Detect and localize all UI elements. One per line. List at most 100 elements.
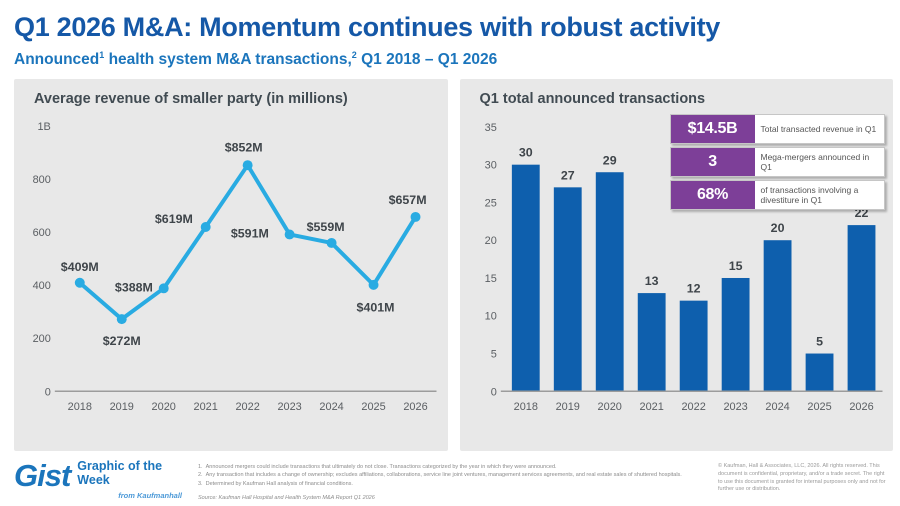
line-chart-xtick: 2023 — [277, 401, 301, 413]
bar-chart-ytick: 35 — [484, 122, 496, 134]
bar-chart-ytick: 15 — [484, 273, 496, 285]
bar-chart-ytick: 25 — [484, 198, 496, 210]
gist-logo: Gist — [14, 457, 71, 493]
line-point — [74, 277, 85, 288]
bar-chart-xtick: 2026 — [849, 401, 873, 413]
bar-chart-xtick: 2018 — [513, 401, 537, 413]
callout-row: 3 Mega-mergers announced in Q1 — [669, 147, 885, 178]
gist-logo-block: Gist Graphic of the Week from Kaufmanhal… — [14, 459, 182, 500]
line-chart-ytick: 800 — [33, 174, 51, 186]
callout-value: 3 — [670, 148, 755, 177]
line-point — [158, 283, 169, 294]
callout-label: Mega-mergers announced in Q1 — [760, 151, 870, 173]
footnote: 2. Any transaction that includes a change… — [198, 471, 702, 479]
gist-brand-sub: from Kaufmanhall — [118, 491, 182, 501]
bar-chart-ytick: 5 — [490, 349, 496, 361]
line-point — [326, 238, 337, 249]
line-point-label: $852M — [225, 140, 263, 154]
line-chart-xtick: 2019 — [110, 401, 134, 413]
bar-chart-ytick: 20 — [484, 235, 496, 247]
bar-value-label: 13 — [644, 274, 658, 288]
line-point-label: $388M — [115, 280, 153, 294]
callout-row: $14.5B Total transacted revenue in Q1 — [669, 114, 885, 145]
callout-boxes: $14.5B Total transacted revenue in Q1 3 Meg… — [669, 114, 885, 213]
callout-value: $14.5B — [670, 115, 755, 144]
bar-chart-title: Q1 total announced transactions — [479, 91, 706, 108]
bar-chart-ytick: 0 — [490, 386, 496, 398]
line-point-label: $619M — [155, 212, 193, 226]
callout-row: 68% of transactions involving a divestitu… — [669, 180, 885, 211]
source-line: Source: Kaufman Hall Hospital and Health… — [198, 494, 375, 501]
callout-label: Total transacted revenue in Q1 — [760, 124, 877, 135]
bar — [847, 225, 875, 392]
line-point-label: $401M — [357, 301, 395, 315]
line-point — [116, 314, 127, 325]
line-chart-xtick: 2022 — [235, 401, 259, 413]
line-chart-xtick: 2026 — [403, 401, 427, 413]
bar-chart-xtick: 2020 — [597, 401, 621, 413]
bar-value-label: 5 — [816, 335, 823, 349]
bar-value-label: 29 — [602, 153, 616, 167]
callout-value: 68% — [670, 181, 755, 210]
line-chart-panel: Average revenue of smaller party (in mil… — [14, 79, 448, 452]
line-chart-title: Average revenue of smaller party (in mil… — [34, 91, 348, 108]
bar — [763, 240, 791, 392]
bar — [637, 293, 666, 392]
bar-chart-xtick: 2021 — [639, 401, 663, 413]
bar — [553, 187, 582, 392]
subtitle-text-1: Announced — [14, 51, 100, 69]
bar — [511, 164, 540, 392]
bar — [679, 300, 708, 392]
subtitle-text-2: health system M&A transactions, — [104, 51, 352, 69]
line-chart-xtick: 2021 — [194, 401, 218, 413]
line-point — [242, 160, 253, 171]
callout-label: of transactions involving a divestiture … — [760, 184, 859, 206]
bar-value-label: 20 — [770, 221, 784, 235]
footnote: 3. Determined by Kaufman Hall analysis of… — [198, 480, 702, 488]
line-point-label: $559M — [307, 220, 345, 234]
bar-chart-xtick: 2019 — [555, 401, 579, 413]
line-point — [284, 229, 295, 240]
line-chart-ytick: 600 — [33, 227, 51, 239]
footnote-number: 2. — [198, 472, 203, 479]
footnotes-list: 1. Announced mergers could include transa… — [198, 463, 702, 488]
page-title: Q1 2026 M&A: Momentum continues with rob… — [14, 12, 721, 42]
line-chart-xtick: 2018 — [68, 401, 92, 413]
line-chart-ytick: 0 — [45, 386, 51, 398]
line-chart-ytick: 200 — [33, 333, 51, 345]
line-point-label: $409M — [61, 260, 99, 274]
bar-chart-xtick: 2023 — [723, 401, 747, 413]
footnote: 1. Announced mergers could include transa… — [198, 463, 702, 471]
line-point-label: $591M — [231, 227, 269, 241]
footnotes-block: 1. Announced mergers could include transa… — [198, 459, 702, 501]
gist-logo-row: Gist Graphic of the Week — [14, 457, 182, 493]
gist-tagline: Graphic of the Week — [77, 459, 163, 488]
page-subtitle: Announced1 health system M&A transaction… — [14, 50, 886, 69]
footer: Gist Graphic of the Week from Kaufmanhal… — [14, 459, 886, 501]
line-point — [410, 212, 421, 223]
line-point — [368, 280, 379, 291]
footnote-number: 1. — [198, 464, 203, 471]
bar-chart-xtick: 2022 — [681, 401, 705, 413]
bar-value-label: 15 — [728, 259, 742, 273]
subtitle-superscript-1: 1 — [99, 50, 105, 60]
bar-chart-ytick: 30 — [484, 160, 496, 172]
line-point-label: $657M — [389, 193, 427, 207]
header: Q1 2026 M&A: Momentum continues with rob… — [0, 0, 900, 69]
bar — [595, 172, 624, 392]
bar — [721, 278, 750, 392]
copyright-text: © Kaufman, Hall & Associates, LLC, 2026.… — [718, 463, 886, 493]
footnote-text: Determined by Kaufman Hall analysis of f… — [205, 480, 353, 487]
line-series — [77, 163, 418, 322]
bar-chart-ytick: 10 — [484, 311, 496, 323]
line-point-label: $272M — [103, 334, 141, 348]
bar-chart-panel: Q1 total announced transactions 0 5 10 15 20… — [459, 79, 893, 452]
footnote-text: Any transaction that includes a change o… — [205, 472, 682, 479]
bar-value-label: 30 — [518, 146, 532, 160]
line-chart-ytick: 400 — [33, 280, 51, 292]
footnote-number: 3. — [198, 480, 203, 487]
line-chart-xtick: 2024 — [319, 401, 343, 413]
bar — [805, 353, 833, 392]
